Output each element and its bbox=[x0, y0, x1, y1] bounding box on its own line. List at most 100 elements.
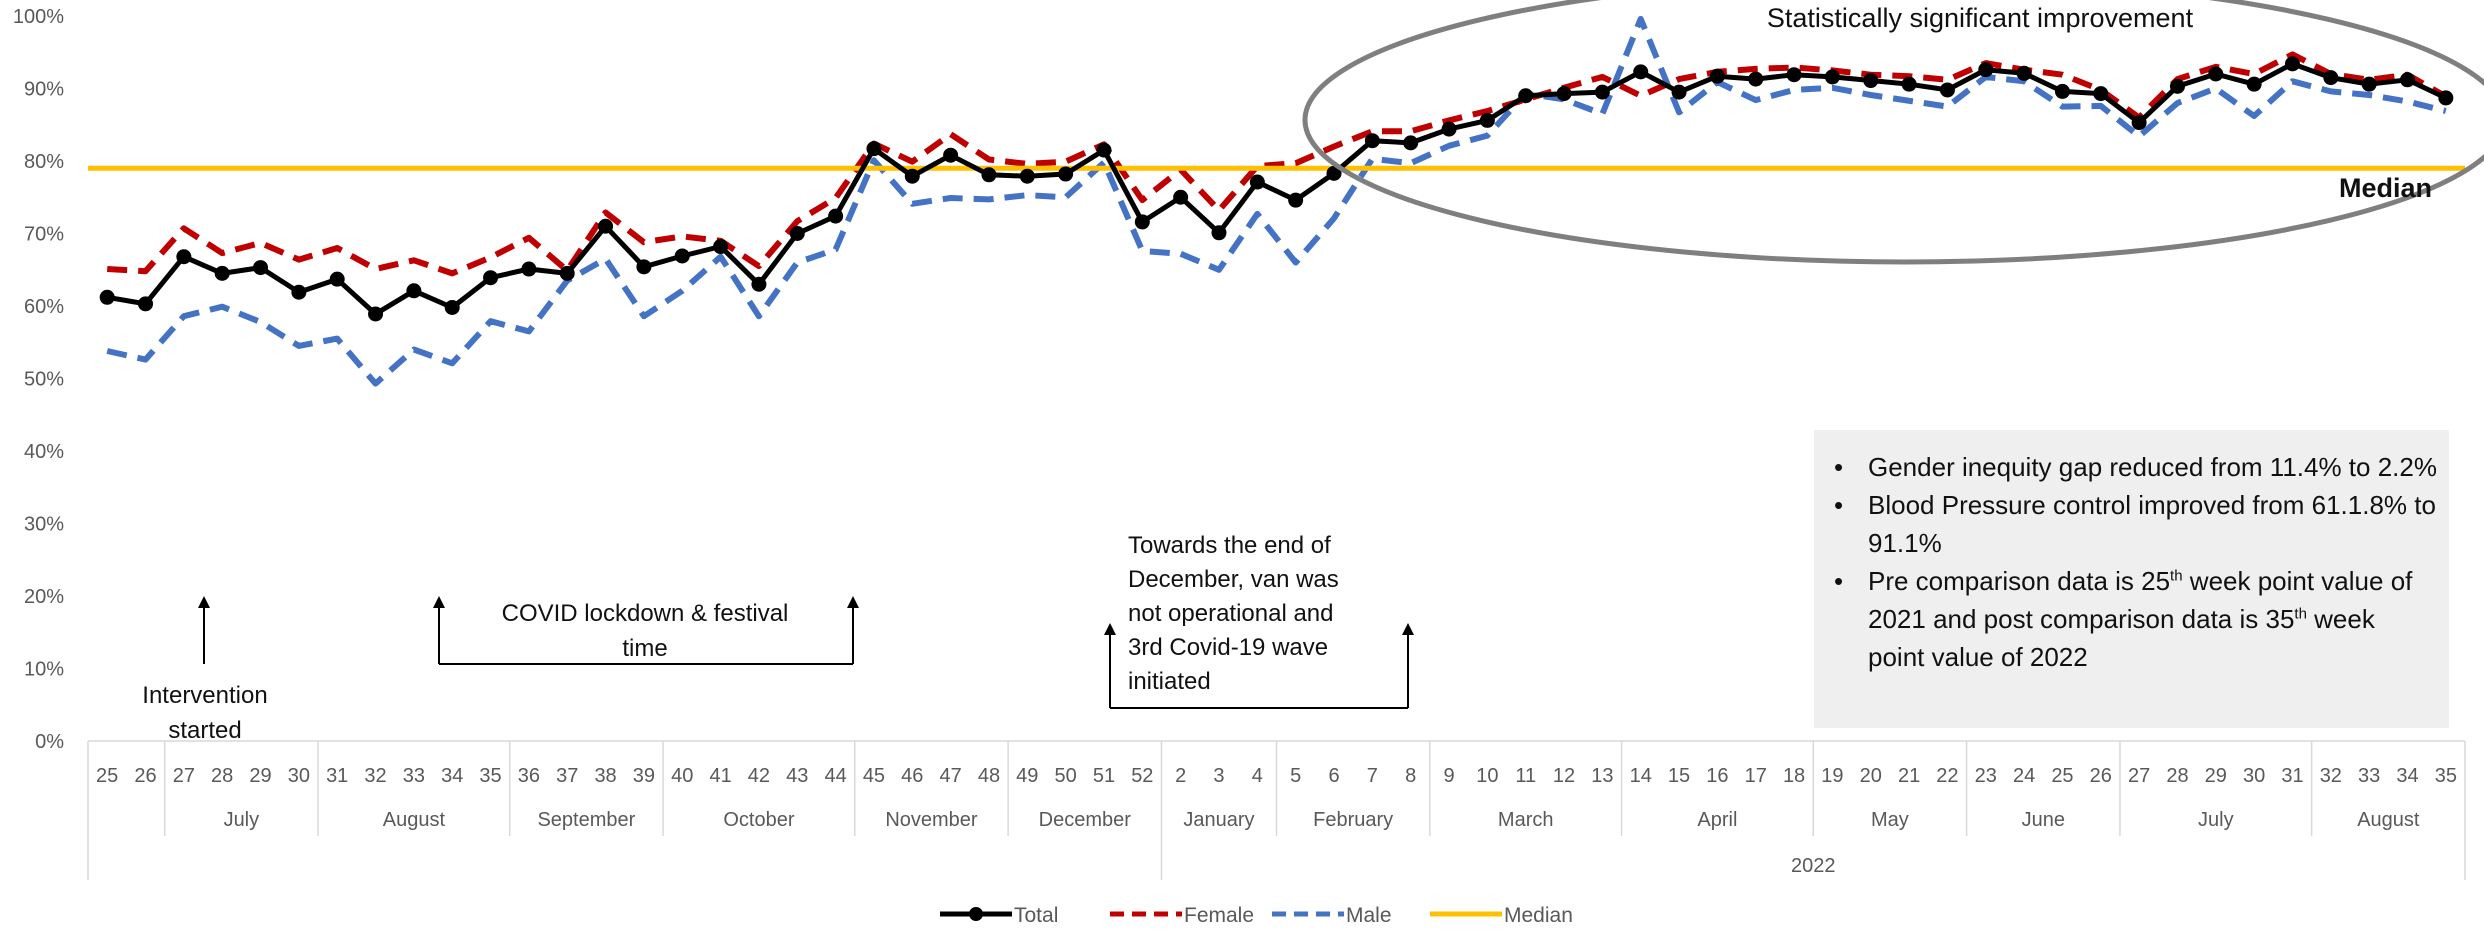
summary-item-comparison-mid: week point value of 2021 and post compar… bbox=[1868, 566, 2413, 634]
summary-item-gender-gap: Gender inequity gap reduced from 11.4% t… bbox=[1834, 448, 2437, 486]
week-tick-label: 29 bbox=[2205, 765, 2227, 787]
week-tick-label: 44 bbox=[824, 765, 846, 787]
week-tick-label: 38 bbox=[594, 765, 616, 787]
y-tick-label: 90% bbox=[24, 79, 64, 101]
week-tick-label: 21 bbox=[1898, 765, 1920, 787]
week-tick-label: 49 bbox=[1016, 765, 1038, 787]
week-tick-label: 14 bbox=[1630, 765, 1652, 787]
week-tick-label: 42 bbox=[748, 765, 770, 787]
legend-label-median: Median bbox=[1504, 904, 1573, 926]
total-point bbox=[559, 265, 575, 281]
annotation-van-line: initiated bbox=[1128, 668, 1211, 695]
week-tick-label: 17 bbox=[1745, 765, 1767, 787]
total-point bbox=[253, 260, 269, 276]
week-tick-label: 16 bbox=[1706, 765, 1728, 787]
week-tick-label: 52 bbox=[1131, 765, 1153, 787]
y-tick-label: 100% bbox=[13, 6, 64, 28]
total-point bbox=[1939, 82, 1955, 98]
summary-list: Gender inequity gap reduced from 11.4% t… bbox=[1832, 448, 2437, 676]
week-tick-label: 33 bbox=[403, 765, 425, 787]
total-point bbox=[521, 261, 537, 277]
month-label: May bbox=[1871, 809, 1909, 831]
summary-item-comparison: Pre comparison data is 25th week point v… bbox=[1834, 562, 2437, 676]
total-point bbox=[291, 284, 307, 300]
summary-item-comparison-pre: Pre comparison data is 25 bbox=[1868, 566, 2171, 596]
annotation-median: Median bbox=[2339, 173, 2432, 203]
total-point bbox=[214, 265, 230, 281]
annotation-intervention-line2: started bbox=[168, 717, 241, 744]
total-point bbox=[1249, 174, 1265, 190]
week-tick-label: 32 bbox=[2320, 765, 2342, 787]
week-tick-label: 37 bbox=[556, 765, 578, 787]
week-tick-label: 2 bbox=[1175, 765, 1186, 787]
week-tick-label: 51 bbox=[1093, 765, 1115, 787]
total-point bbox=[2246, 76, 2262, 92]
total-point bbox=[2054, 83, 2070, 99]
week-tick-label: 23 bbox=[1975, 765, 1997, 787]
week-tick-label: 11 bbox=[1515, 765, 1536, 787]
total-point bbox=[1211, 225, 1227, 241]
series-line-female bbox=[107, 51, 2448, 277]
total-point bbox=[2131, 115, 2147, 131]
summary-item-comparison-post: week point value of 2022 bbox=[1868, 604, 2375, 672]
van-arrow-left-head bbox=[1104, 623, 1116, 635]
significance-ellipse bbox=[1302, 0, 2484, 265]
y-tick-label: 60% bbox=[24, 296, 64, 318]
y-tick-label: 20% bbox=[24, 586, 64, 608]
y-tick-label: 30% bbox=[24, 514, 64, 536]
total-point bbox=[1134, 214, 1150, 230]
total-point bbox=[1901, 76, 1917, 92]
total-point bbox=[713, 239, 729, 255]
month-label: August bbox=[2357, 809, 2420, 831]
y-tick-label: 80% bbox=[24, 151, 64, 173]
intervention-arrow-head bbox=[198, 596, 210, 608]
legend-label-female: Female bbox=[1184, 904, 1254, 926]
total-point bbox=[1518, 88, 1534, 104]
week-tick-label: 33 bbox=[2358, 765, 2380, 787]
month-label: July bbox=[224, 809, 260, 831]
week-tick-label: 43 bbox=[786, 765, 808, 787]
total-point bbox=[444, 299, 460, 315]
week-tick-label: 39 bbox=[633, 765, 655, 787]
week-tick-label: 35 bbox=[2435, 765, 2457, 787]
total-point bbox=[2093, 86, 2109, 102]
month-label: September bbox=[537, 809, 635, 831]
total-point bbox=[1441, 121, 1457, 137]
total-point bbox=[1173, 189, 1189, 205]
total-point bbox=[1594, 84, 1610, 100]
week-tick-label: 13 bbox=[1591, 765, 1613, 787]
week-tick-label: 7 bbox=[1367, 765, 1378, 787]
month-label: July bbox=[2198, 809, 2234, 831]
week-tick-label: 36 bbox=[518, 765, 540, 787]
week-tick-label: 31 bbox=[326, 765, 348, 787]
week-tick-label: 26 bbox=[2090, 765, 2112, 787]
total-point bbox=[828, 208, 844, 224]
total-point bbox=[2438, 90, 2454, 106]
total-point bbox=[1096, 142, 1112, 158]
total-point bbox=[866, 141, 882, 157]
week-tick-label: 24 bbox=[2013, 765, 2035, 787]
week-tick-label: 22 bbox=[1936, 765, 1958, 787]
annotation-significant: Statistically significant improvement bbox=[1767, 3, 2194, 33]
covid-arrow-left-head bbox=[433, 596, 445, 608]
total-point bbox=[2399, 72, 2415, 88]
y-tick-label: 50% bbox=[24, 369, 64, 391]
summary-item-bp-control-text: Blood Pressure control improved from 61.… bbox=[1868, 490, 2436, 558]
total-point bbox=[751, 276, 767, 292]
total-point bbox=[1058, 166, 1074, 182]
week-tick-label: 50 bbox=[1055, 765, 1077, 787]
total-point bbox=[1709, 68, 1725, 84]
annotation-van-line: Towards the end of bbox=[1128, 532, 1331, 559]
month-label: November bbox=[885, 809, 978, 831]
week-tick-label: 4 bbox=[1252, 765, 1263, 787]
month-label: August bbox=[383, 809, 446, 831]
week-tick-label: 40 bbox=[671, 765, 693, 787]
total-point bbox=[1824, 69, 1840, 85]
annotation-covid-line1: COVID lockdown & festival bbox=[502, 600, 789, 627]
total-point bbox=[1326, 165, 1342, 181]
summary-item-gender-gap-text: Gender inequity gap reduced from 11.4% t… bbox=[1868, 452, 2437, 482]
total-point bbox=[176, 249, 192, 265]
total-point bbox=[2323, 70, 2339, 86]
week-tick-label: 41 bbox=[709, 765, 731, 787]
total-point bbox=[483, 270, 499, 286]
